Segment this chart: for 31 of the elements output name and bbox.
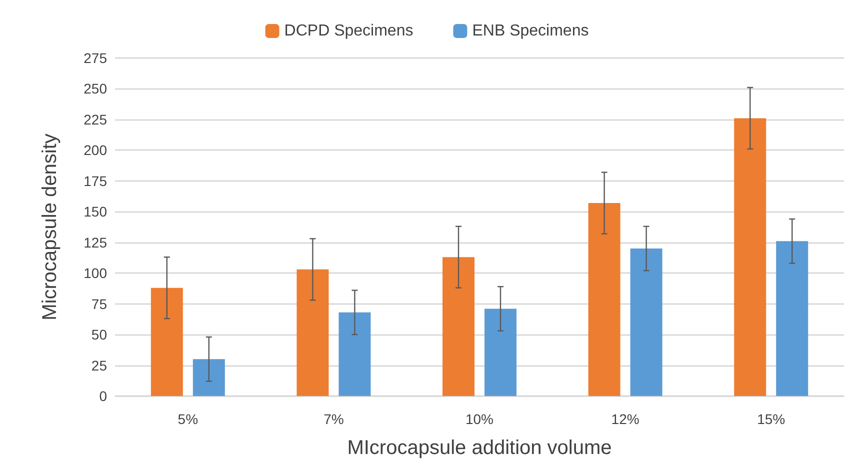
bar bbox=[192, 359, 225, 396]
y-tick-label: 75 bbox=[91, 296, 108, 312]
bar bbox=[484, 308, 516, 396]
bar bbox=[588, 203, 620, 396]
x-tick-label: 12% bbox=[611, 411, 640, 427]
x-tick-label: 7% bbox=[324, 411, 344, 427]
legend-label: DCPD Specimens bbox=[284, 22, 414, 40]
bar bbox=[630, 248, 662, 396]
x-tick-label: 10% bbox=[465, 411, 494, 427]
x-axis-title: MIcrocapsule addition volume bbox=[347, 437, 612, 459]
y-tick-label: 25 bbox=[91, 357, 108, 374]
bar bbox=[734, 118, 766, 396]
y-tick-label: 275 bbox=[84, 50, 108, 66]
bar bbox=[776, 241, 808, 396]
y-tick-label: 250 bbox=[84, 80, 108, 97]
y-tick-label: 100 bbox=[84, 265, 108, 282]
legend-label: ENB Specimens bbox=[472, 22, 589, 40]
y-tick-label: 125 bbox=[84, 234, 108, 250]
y-axis-title: Microcapsule density bbox=[39, 134, 61, 320]
bar bbox=[296, 269, 329, 396]
y-tick-label: 200 bbox=[84, 142, 108, 158]
bar bbox=[442, 257, 474, 396]
y-tick-label: 50 bbox=[91, 326, 108, 343]
y-tick-label: 0 bbox=[99, 388, 108, 404]
y-tick-label: 175 bbox=[84, 172, 108, 189]
x-tick-label: 5% bbox=[178, 411, 198, 427]
y-tick-label: 225 bbox=[84, 111, 108, 128]
bar bbox=[150, 288, 183, 396]
y-tick-label: 150 bbox=[84, 204, 108, 220]
x-tick-label: 15% bbox=[757, 411, 786, 427]
bar bbox=[338, 312, 371, 396]
